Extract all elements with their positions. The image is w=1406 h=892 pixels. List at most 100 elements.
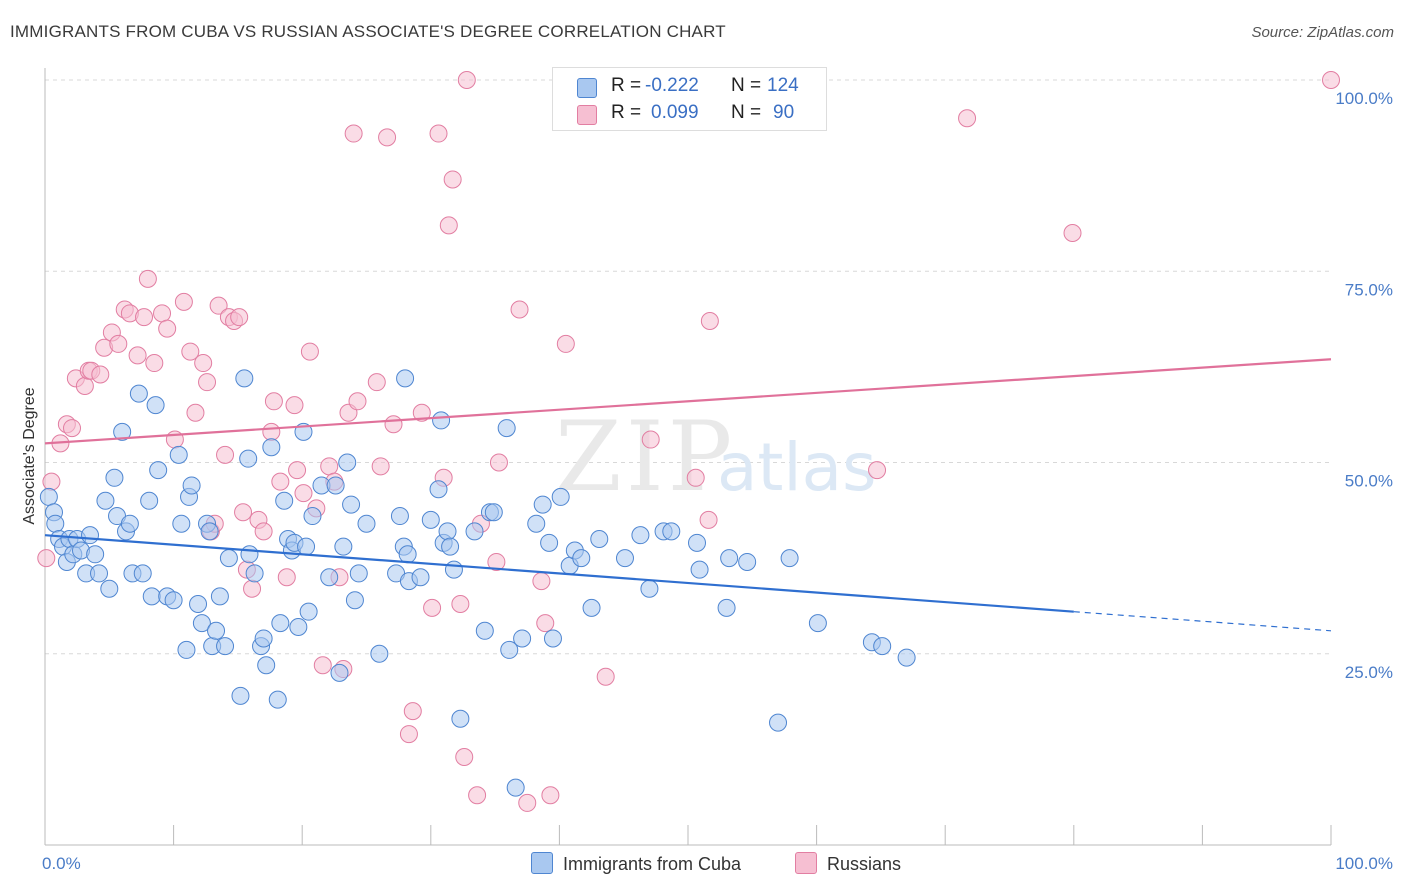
cuba-point: [342, 495, 361, 514]
cuba-point: [297, 537, 316, 556]
legend-r-value: -0.222: [645, 75, 699, 96]
russians-point: [868, 461, 887, 480]
cuba-point: [451, 709, 470, 728]
cuba-point: [140, 491, 159, 510]
legend-r-value: 0.099: [651, 102, 699, 123]
russians-point: [596, 667, 615, 686]
cuba-point: [303, 507, 322, 526]
legend-r-label: R =: [611, 102, 642, 123]
cuba-point: [411, 568, 430, 587]
cuba-point: [688, 533, 707, 552]
cuba-point: [207, 621, 226, 640]
cuba-point: [149, 461, 168, 480]
trend-lines: [44, 358, 1332, 632]
russians-point: [158, 319, 177, 338]
cuba-point: [210, 587, 229, 606]
russians-point: [42, 472, 61, 491]
russians-point: [378, 128, 397, 147]
cuba-point: [640, 579, 659, 598]
cuba-point: [513, 629, 532, 648]
cuba-point: [690, 560, 709, 579]
cuba-point: [192, 614, 211, 633]
russians-point: [455, 748, 474, 767]
cuba-point: [113, 422, 132, 441]
cuba-point: [239, 449, 258, 468]
cuba-point: [200, 522, 219, 541]
cuba-point: [738, 552, 757, 571]
bottom-legend-russians: Russians: [795, 852, 901, 875]
russians-point: [348, 392, 367, 411]
russians-point: [518, 793, 537, 812]
cuba-point: [349, 564, 368, 583]
cuba-point: [299, 602, 318, 621]
cuba-point: [182, 476, 201, 495]
russians-point: [641, 430, 660, 449]
cuba-point: [543, 629, 562, 648]
russians-point: [556, 334, 575, 353]
russians-point: [181, 342, 200, 361]
russians-point: [532, 572, 551, 591]
russians-point: [63, 419, 82, 438]
cuba-point: [345, 591, 364, 610]
russians-point: [75, 377, 94, 395]
cuba-point: [808, 614, 827, 633]
y-tick-label: 25.0%: [1345, 663, 1393, 682]
russians-point: [294, 484, 313, 503]
russians-point: [403, 702, 422, 721]
watermark-zip: ZIP: [555, 401, 736, 513]
cuba-trend-line: [44, 534, 1074, 613]
cuba-point: [129, 384, 148, 403]
russians-point: [423, 598, 442, 617]
russians-point: [344, 124, 363, 143]
cuba-point: [216, 637, 235, 656]
russians-point: [1322, 71, 1340, 89]
watermark-atlas: atlas: [717, 429, 877, 506]
x-tick-label: 0.0%: [42, 854, 81, 873]
russians-point: [174, 292, 193, 311]
russians-point: [91, 365, 110, 384]
legend-n-label: N =: [731, 75, 762, 96]
cuba-point: [465, 522, 484, 541]
cuba-point: [271, 614, 290, 633]
grid-lines: [45, 79, 1331, 655]
cuba-point: [100, 579, 119, 598]
cuba-point: [172, 514, 191, 533]
cuba-point: [590, 530, 609, 548]
russians-point: [468, 786, 487, 805]
cuba-point: [572, 549, 591, 568]
cuba-point: [177, 640, 196, 659]
russians-point: [371, 457, 390, 476]
russians-point: [300, 342, 319, 361]
russians-point: [958, 109, 977, 128]
cuba-point: [231, 686, 250, 705]
cuba-point: [475, 621, 494, 640]
cuba-point: [720, 549, 739, 568]
russians-point: [699, 510, 718, 529]
cuba-point: [169, 445, 188, 464]
cuba-point: [484, 503, 503, 522]
legend-n-value: 90: [773, 102, 795, 123]
cuba-point: [39, 487, 58, 506]
cuba-point: [897, 648, 916, 667]
source-label: Source: ZipAtlas.com: [1251, 24, 1394, 41]
cuba-point: [219, 549, 238, 568]
cuba-point: [245, 564, 264, 583]
russians-point: [230, 308, 249, 327]
russians-point: [541, 786, 560, 805]
cuba-point: [326, 476, 345, 495]
bottom-legend-russians-label: Russians: [827, 854, 902, 874]
cuba-point: [717, 598, 736, 617]
cuba-point: [133, 564, 152, 583]
cuba-point: [330, 663, 349, 682]
cuba-point: [873, 637, 892, 656]
cuba-point: [429, 480, 448, 499]
bottom-legend-cuba-label: Immigrants from Cuba: [563, 854, 742, 874]
russians-point: [37, 549, 56, 568]
cuba-point: [338, 453, 357, 472]
russians-point: [412, 403, 431, 422]
cuba-point: [189, 595, 208, 614]
cuba-point: [506, 778, 525, 797]
legend-n-label: N =: [731, 102, 762, 123]
legend-r-label: R =: [611, 75, 642, 96]
